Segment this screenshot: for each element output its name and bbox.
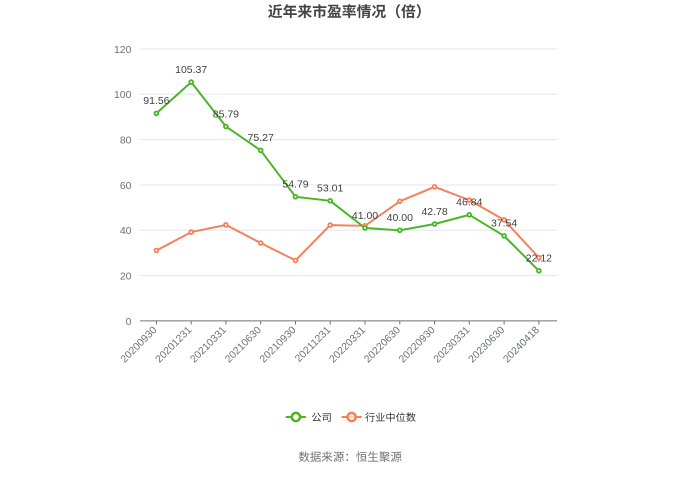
svg-text:46.84: 46.84 xyxy=(456,197,482,209)
svg-text:20: 20 xyxy=(120,270,132,282)
svg-text:40: 40 xyxy=(120,225,132,237)
svg-text:85.79: 85.79 xyxy=(213,108,239,120)
svg-text:0: 0 xyxy=(126,316,132,328)
svg-text:54.79: 54.79 xyxy=(282,179,308,191)
svg-text:75.27: 75.27 xyxy=(248,132,274,144)
svg-text:40.00: 40.00 xyxy=(387,212,413,224)
svg-text:91.56: 91.56 xyxy=(143,95,169,107)
svg-text:80: 80 xyxy=(120,134,132,146)
svg-text:42.78: 42.78 xyxy=(421,206,447,218)
svg-text:53.01: 53.01 xyxy=(317,183,343,195)
svg-text:120: 120 xyxy=(114,44,132,56)
svg-text:105.37: 105.37 xyxy=(175,64,207,76)
svg-text:37.54: 37.54 xyxy=(491,218,517,230)
svg-text:41.00: 41.00 xyxy=(352,210,378,222)
svg-text:22.12: 22.12 xyxy=(526,253,552,265)
svg-text:100: 100 xyxy=(114,89,132,101)
svg-text:60: 60 xyxy=(120,180,132,192)
